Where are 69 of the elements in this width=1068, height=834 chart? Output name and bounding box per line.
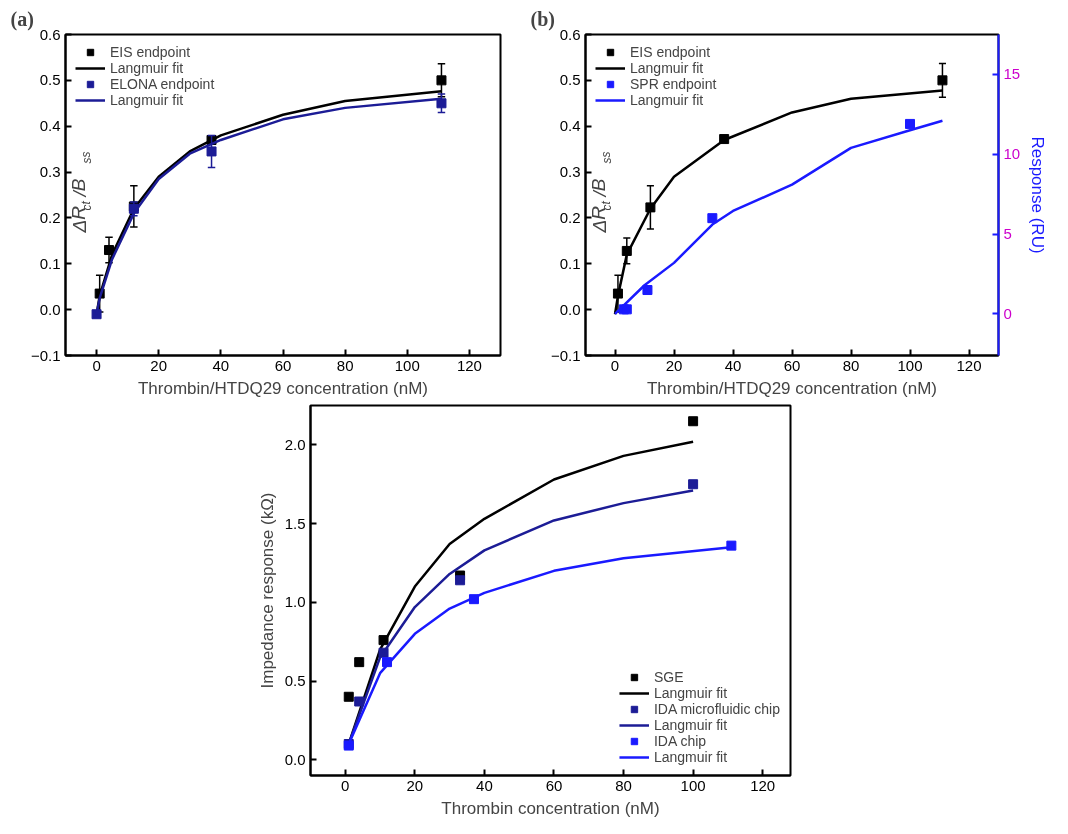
y-tick-label: 0.5 — [39, 71, 61, 89]
y2-axis-title: Response (RU) — [1028, 136, 1048, 254]
x-tick-label: 40 — [476, 776, 493, 794]
legend-label: ELONA endpoint — [110, 76, 215, 92]
legend-label: EIS endpoint — [110, 44, 191, 60]
legend-label: SPR endpoint — [630, 76, 717, 92]
legend-label: EIS endpoint — [630, 44, 711, 60]
legend-label: Langmuir fit — [630, 92, 704, 108]
x-tick-label: 100 — [897, 356, 923, 374]
y-tick-label: −0.1 — [30, 346, 61, 364]
y2-tick-label: 0 — [1003, 304, 1012, 322]
x-tick-label: 20 — [665, 356, 683, 374]
x-axis-title: Thrombin/HTDQ29 concentration (nM) — [646, 378, 938, 398]
y-tick-label: 1.5 — [284, 514, 306, 532]
legend-label: IDA chip — [653, 733, 707, 749]
legend-label: Langmuir fit — [110, 92, 184, 108]
x-tick-label: 0 — [610, 356, 620, 374]
chart-title: (b) — [530, 7, 555, 31]
y-tick-label: −0.1 — [550, 346, 581, 364]
x-tick-label: 100 — [394, 356, 420, 374]
y-tick-label: 0.1 — [39, 254, 61, 272]
y-tick-label: 0.2 — [39, 208, 61, 226]
x-tick-label: 120 — [956, 356, 982, 374]
x-tick-label: 40 — [724, 356, 742, 374]
y-tick-label: 0.1 — [559, 254, 581, 272]
x-tick-label: 60 — [783, 356, 801, 374]
x-axis-title: Thrombin concentration (nM) — [441, 798, 660, 818]
y-tick-label: 0.0 — [39, 300, 61, 318]
legend-label: Langmuir fit — [653, 717, 728, 733]
x-tick-label: 0 — [341, 776, 350, 794]
y-axis-title: ΔRct /Bss — [588, 151, 614, 234]
chart-title: (a) — [10, 7, 34, 31]
x-tick-label: 80 — [615, 776, 632, 794]
y2-tick-label: 5 — [1003, 225, 1012, 243]
y-tick-label: 0.5 — [284, 672, 306, 690]
legend-label: IDA microfluidic chip — [653, 701, 780, 717]
x-tick-label: 80 — [842, 356, 860, 374]
x-tick-label: 40 — [212, 356, 230, 374]
y-axis-title: ΔRct /Bss — [68, 151, 94, 234]
x-tick-label: 80 — [336, 356, 354, 374]
y-tick-label: 0.2 — [559, 208, 581, 226]
y2-tick-label: 10 — [1003, 145, 1021, 163]
y-tick-label: 0.0 — [284, 750, 306, 768]
y-tick-label: 2.0 — [284, 435, 306, 453]
legend-label: Langmuir fit — [630, 60, 704, 76]
y-tick-label: 0.4 — [559, 117, 581, 135]
y-tick-label: 0.6 — [39, 25, 61, 43]
y-tick-label: 0.5 — [559, 71, 581, 89]
y-tick-label: 0.3 — [559, 163, 581, 181]
x-tick-label: 120 — [456, 356, 482, 374]
legend-label: Langmuir fit — [653, 685, 728, 701]
x-tick-label: 60 — [274, 356, 292, 374]
x-tick-label: 100 — [680, 776, 706, 794]
legend-label: Langmuir fit — [653, 749, 728, 765]
y-tick-label: 0.6 — [559, 25, 581, 43]
legend-label: SGE — [653, 669, 684, 685]
y-tick-label: 0.0 — [559, 300, 581, 318]
x-tick-label: 120 — [750, 776, 776, 794]
x-axis-title: Thrombin/HTDQ29 concentration (nM) — [137, 378, 429, 398]
x-tick-label: 20 — [406, 776, 424, 794]
y2-tick-label: 15 — [1003, 65, 1021, 83]
x-tick-label: 20 — [150, 356, 168, 374]
x-tick-label: 0 — [92, 356, 101, 374]
y-tick-label: 1.0 — [284, 593, 306, 611]
legend-label: Langmuir fit — [110, 60, 184, 76]
y-tick-label: 0.4 — [39, 117, 61, 135]
x-tick-label: 60 — [545, 776, 563, 794]
y-axis-title: Impedance response (kΩ) — [257, 492, 277, 689]
y-tick-label: 0.3 — [39, 163, 61, 181]
